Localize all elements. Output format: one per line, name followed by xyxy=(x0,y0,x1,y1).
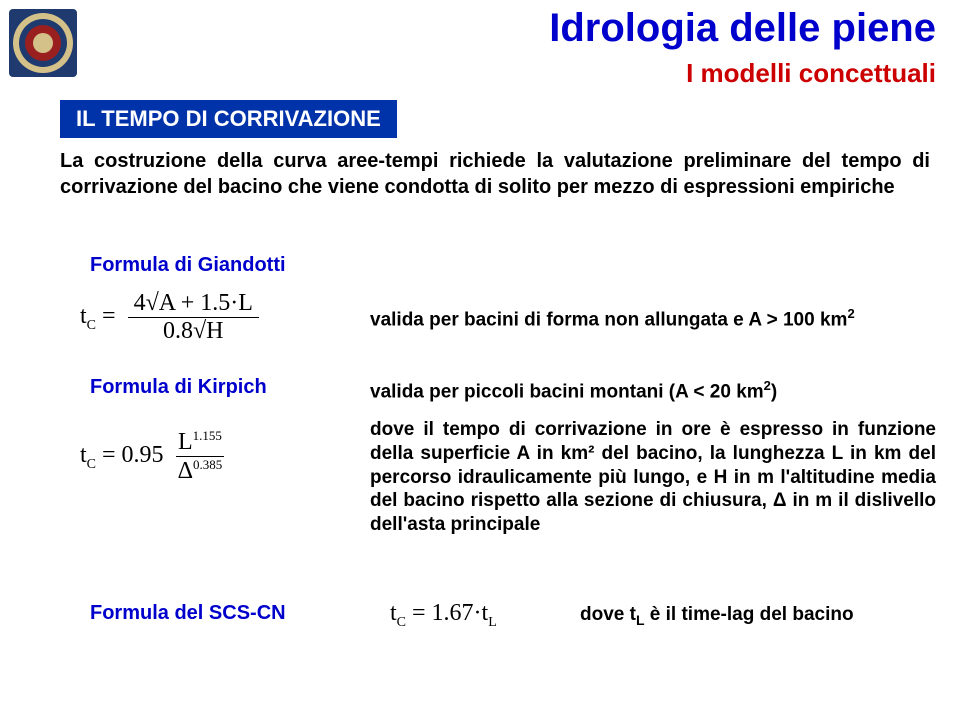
formula-scscn: tC = 1.67·tL xyxy=(390,600,497,631)
validity-scscn: dove tL è il time-lag del bacino xyxy=(580,604,854,628)
section-header: IL TEMPO DI CORRIVAZIONE xyxy=(60,100,397,138)
formula-scscn-label: Formula del SCS-CN xyxy=(82,600,294,627)
validity-kirpich: valida per piccoli bacini montani (A < 2… xyxy=(370,378,777,403)
page-subtitle: I modelli concettuali xyxy=(686,58,936,89)
formula-den: 0.8√H xyxy=(128,318,259,345)
formula-kirpich: tC = 0.95 L1.155 Δ0.385 xyxy=(80,428,224,485)
formula-lhs-var: t xyxy=(80,303,87,329)
validity-giandotti: valida per bacini di forma non allungata… xyxy=(370,306,855,331)
formula-num: 4√A + 1.5·L xyxy=(128,290,259,318)
formula-lhs-var: t xyxy=(80,442,87,468)
page-title: Idrologia delle piene xyxy=(549,6,936,51)
university-logo xyxy=(8,8,78,78)
formula-kirpich-label: Formula di Kirpich xyxy=(82,374,275,401)
formula-giandotti-label: Formula di Giandotti xyxy=(82,252,294,279)
formula-lhs-sub: C xyxy=(87,457,96,472)
formula-giandotti: tC = 4√A + 1.5·L 0.8√H xyxy=(80,290,259,345)
intro-paragraph: La costruzione della curva aree-tempi ri… xyxy=(60,148,930,200)
equals: = xyxy=(102,303,122,329)
formula-coef: = 0.95 xyxy=(102,442,164,468)
formula-lhs-sub: C xyxy=(87,318,96,333)
formula-description: dove il tempo di corrivazione in ore è e… xyxy=(370,418,936,537)
